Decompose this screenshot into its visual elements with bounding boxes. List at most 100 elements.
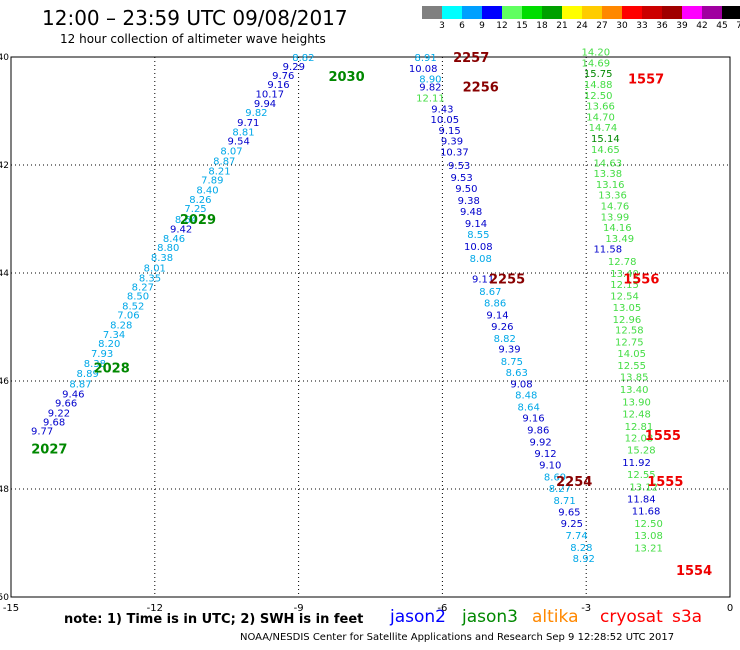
data-point-label: 13.12 (629, 482, 658, 493)
data-point-label: 12.96 (613, 315, 642, 326)
data-point-label: 9.82 (419, 83, 441, 94)
data-point-label: 13.90 (622, 398, 651, 409)
data-point-label: 9.10 (539, 461, 561, 472)
data-point-label: 11.84 (627, 495, 656, 506)
data-point-label: 8.27 (132, 283, 154, 294)
data-point-label: 9.12 (534, 449, 556, 460)
colorbar-label: 70 (736, 21, 740, 31)
data-point-label: 9.77 (31, 427, 53, 438)
data-point-label: 12.55 (627, 470, 656, 481)
data-point-label: 11.92 (622, 458, 651, 469)
time-label: 1555 (645, 429, 681, 444)
data-point-label: 9.50 (455, 184, 477, 195)
time-label: 1557 (628, 73, 664, 88)
data-point-label: 9.65 (558, 508, 580, 519)
data-point-label: 11.58 (593, 245, 622, 256)
colorbar-label: 24 (576, 21, 588, 31)
data-point-label: 8.08 (470, 254, 492, 265)
data-point-label: 9.08 (510, 380, 532, 391)
time-label: 1554 (676, 564, 712, 579)
data-point-label: 9.39 (441, 137, 463, 148)
data-point-label: 9.16 (267, 80, 289, 91)
data-point-label: 14.20 (581, 48, 610, 59)
colorbar-label: 27 (596, 21, 608, 31)
data-point-label: 8.20 (98, 339, 120, 350)
colorbar-swatch (702, 6, 722, 19)
chart-title: 12:00 – 23:59 UTC 09/08/2017 (42, 6, 348, 30)
data-point-label: 8.90 (419, 75, 441, 86)
x-tick-label: -3 (581, 603, 591, 614)
data-point-label: 13.38 (593, 169, 622, 180)
legend-entry: cryosat (600, 607, 663, 627)
colorbar-label: 15 (516, 21, 528, 31)
data-point-label: 10.37 (440, 148, 469, 159)
data-point-label: 12.54 (610, 292, 639, 303)
data-point-label: 7.93 (91, 349, 113, 360)
data-point-label: 9.43 (431, 104, 453, 115)
legend-entry: s3a (672, 607, 703, 627)
colorbar-swatch (722, 6, 740, 19)
data-point-label: 12.81 (625, 422, 654, 433)
data-point-label: 8.86 (484, 299, 506, 310)
legend-entry: jason3 (462, 607, 518, 627)
data-point-label: 9.86 (527, 426, 549, 437)
data-point-label: 8.28 (110, 320, 132, 331)
data-point-label: 9.94 (254, 99, 276, 110)
data-point-label: 15.75 (584, 69, 613, 80)
data-point-label: 14.63 (593, 158, 622, 169)
data-point-label: 12.50 (634, 519, 663, 530)
data-point-label: 12.58 (615, 326, 644, 337)
colorbar-swatch (442, 6, 462, 19)
data-point-label: 8.07 (220, 146, 242, 157)
colorbar-label: 36 (656, 21, 668, 31)
data-point-label: 14.69 (581, 58, 610, 69)
data-point-label: 13.66 (586, 102, 615, 113)
data-point-label: 9.54 (228, 137, 250, 148)
data-point-label: 12.08 (625, 434, 654, 445)
data-point-label: 13.40 (620, 385, 649, 396)
colorbar-swatch (422, 6, 442, 19)
colorbar-swatch (642, 6, 662, 19)
data-point-label: 9.39 (498, 345, 520, 356)
y-tick-label: -44 (0, 269, 9, 279)
data-point-label: 8.82 (292, 53, 314, 64)
data-point-label: 8.48 (515, 391, 537, 402)
data-point-label: 7.74 (565, 531, 587, 542)
data-point-label: 12.50 (584, 91, 613, 102)
data-point-label: 8.40 (196, 185, 218, 196)
colorbar-label: 30 (616, 21, 628, 31)
data-point-label: 12.78 (608, 257, 637, 268)
colorbar-swatch (582, 6, 602, 19)
chart-note: note: 1) Time is in UTC; 2) SWH is in fe… (64, 612, 364, 627)
time-label: 2255 (489, 272, 525, 287)
data-point-label: 15.14 (591, 134, 620, 145)
colorbar-swatch (662, 6, 682, 19)
data-point-label: 13.99 (601, 212, 630, 223)
data-point-label: 8.28 (570, 543, 592, 554)
colorbar-swatch (602, 6, 622, 19)
data-point-label: 8.89 (77, 369, 99, 380)
data-point-label: 8.38 (84, 359, 106, 370)
colorbar-label: 9 (479, 21, 485, 31)
data-point-label: 8.64 (175, 215, 197, 226)
x-tick-label: -12 (147, 603, 163, 614)
data-point-label: 14.76 (601, 202, 630, 213)
data-point-label: 13.16 (596, 180, 625, 191)
data-point-label: 13.21 (634, 543, 663, 554)
data-point-label: 9.66 (55, 399, 77, 410)
time-label: 2028 (94, 362, 130, 377)
data-point-label: 12.75 (615, 338, 644, 349)
colorbar-swatch (502, 6, 522, 19)
data-point-label: 9.11 (472, 274, 494, 285)
data-point-label: 9.26 (491, 322, 513, 333)
chart-subtitle: 12 hour collection of altimeter wave hei… (60, 32, 326, 46)
data-point-label: 7.89 (201, 176, 223, 187)
data-point-label: 13.08 (634, 531, 663, 542)
y-tick-label: -42 (0, 161, 9, 171)
y-tick-label: -48 (0, 485, 9, 495)
legend-entry: altika (532, 607, 579, 627)
x-tick-label: -15 (3, 603, 19, 614)
data-point-label: 8.52 (122, 301, 144, 312)
data-point-label: 8.64 (518, 402, 540, 413)
data-point-label: 8.35 (139, 273, 161, 284)
